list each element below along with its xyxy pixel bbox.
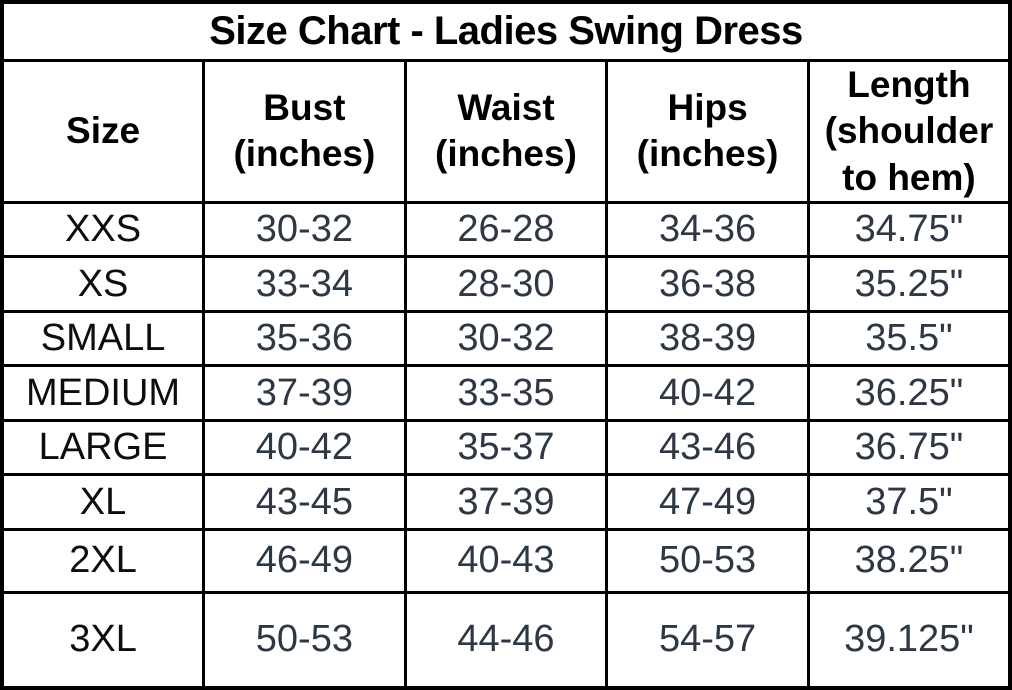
length-cell: 36.25" [806, 364, 1012, 422]
waist-cell: 30-32 [403, 309, 609, 368]
column-header-length-label: Length (shoulder to hem) [824, 64, 994, 198]
waist-cell: 28-30 [403, 255, 609, 313]
size-cell: LARGE [0, 418, 206, 477]
column-header-waist-label: Waist (inches) [435, 87, 577, 175]
size-cell: SMALL [0, 309, 206, 368]
bust-cell: 35-36 [202, 309, 407, 368]
column-header-waist: Waist (inches) [403, 59, 609, 204]
bust-cell: 50-53 [202, 590, 407, 690]
size-cell: XL [0, 473, 206, 531]
column-header-hips: Hips (inches) [605, 59, 810, 204]
column-header-hips-label: Hips (inches) [636, 87, 779, 175]
hips-cell: 47-49 [605, 473, 810, 531]
table-row-xs: XS 33-34 28-30 36-38 35.25" [0, 255, 1012, 313]
column-header-bust: Bust (inches) [202, 59, 407, 204]
bust-cell: 30-32 [202, 200, 407, 259]
table-row-large: LARGE 40-42 35-37 43-46 36.75" [0, 418, 1012, 477]
bust-cell: 46-49 [202, 527, 407, 594]
hips-cell: 36-38 [605, 255, 810, 313]
size-cell: XS [0, 255, 206, 313]
length-cell: 37.5" [806, 473, 1012, 531]
length-cell: 39.125" [806, 590, 1012, 690]
bust-cell: 40-42 [202, 418, 407, 477]
waist-cell: 26-28 [403, 200, 609, 259]
chart-title: Size Chart - Ladies Swing Dress [0, 0, 1012, 62]
hips-cell: 40-42 [605, 364, 810, 422]
table-row-xl: XL 43-45 37-39 47-49 37.5" [0, 473, 1012, 531]
bust-cell: 33-34 [202, 255, 407, 313]
size-cell: 3XL [0, 590, 206, 690]
column-header-size: Size [0, 59, 206, 204]
hips-cell: 38-39 [605, 309, 810, 368]
size-cell: XXS [0, 200, 206, 259]
table-row-3xl: 3XL 50-53 44-46 54-57 39.125" [0, 590, 1012, 690]
hips-cell: 43-46 [605, 418, 810, 477]
length-cell: 34.75" [806, 200, 1012, 259]
length-cell: 35.5" [806, 309, 1012, 368]
hips-cell: 34-36 [605, 200, 810, 259]
length-cell: 36.75" [806, 418, 1012, 477]
size-cell: 2XL [0, 527, 206, 594]
table-row-xxs: XXS 30-32 26-28 34-36 34.75" [0, 200, 1012, 259]
table-row-2xl: 2XL 46-49 40-43 50-53 38.25" [0, 527, 1012, 594]
table-row-small: SMALL 35-36 30-32 38-39 35.5" [0, 309, 1012, 368]
waist-cell: 44-46 [403, 590, 609, 690]
waist-cell: 40-43 [403, 527, 609, 594]
column-header-length: Length (shoulder to hem) [806, 59, 1012, 204]
title-row: Size Chart - Ladies Swing Dress [0, 0, 1012, 62]
waist-cell: 37-39 [403, 473, 609, 531]
hips-cell: 54-57 [605, 590, 810, 690]
table-row-medium: MEDIUM 37-39 33-35 40-42 36.25" [0, 364, 1012, 422]
waist-cell: 33-35 [403, 364, 609, 422]
header-row: Size Bust (inches) Waist (inches) Hips (… [0, 59, 1012, 204]
column-header-bust-label: Bust (inches) [233, 87, 376, 175]
length-cell: 35.25" [806, 255, 1012, 313]
size-cell: MEDIUM [0, 364, 206, 422]
bust-cell: 43-45 [202, 473, 407, 531]
column-header-size-label: Size [66, 110, 141, 152]
waist-cell: 35-37 [403, 418, 609, 477]
bust-cell: 37-39 [202, 364, 407, 422]
hips-cell: 50-53 [605, 527, 810, 594]
length-cell: 38.25" [806, 527, 1012, 594]
